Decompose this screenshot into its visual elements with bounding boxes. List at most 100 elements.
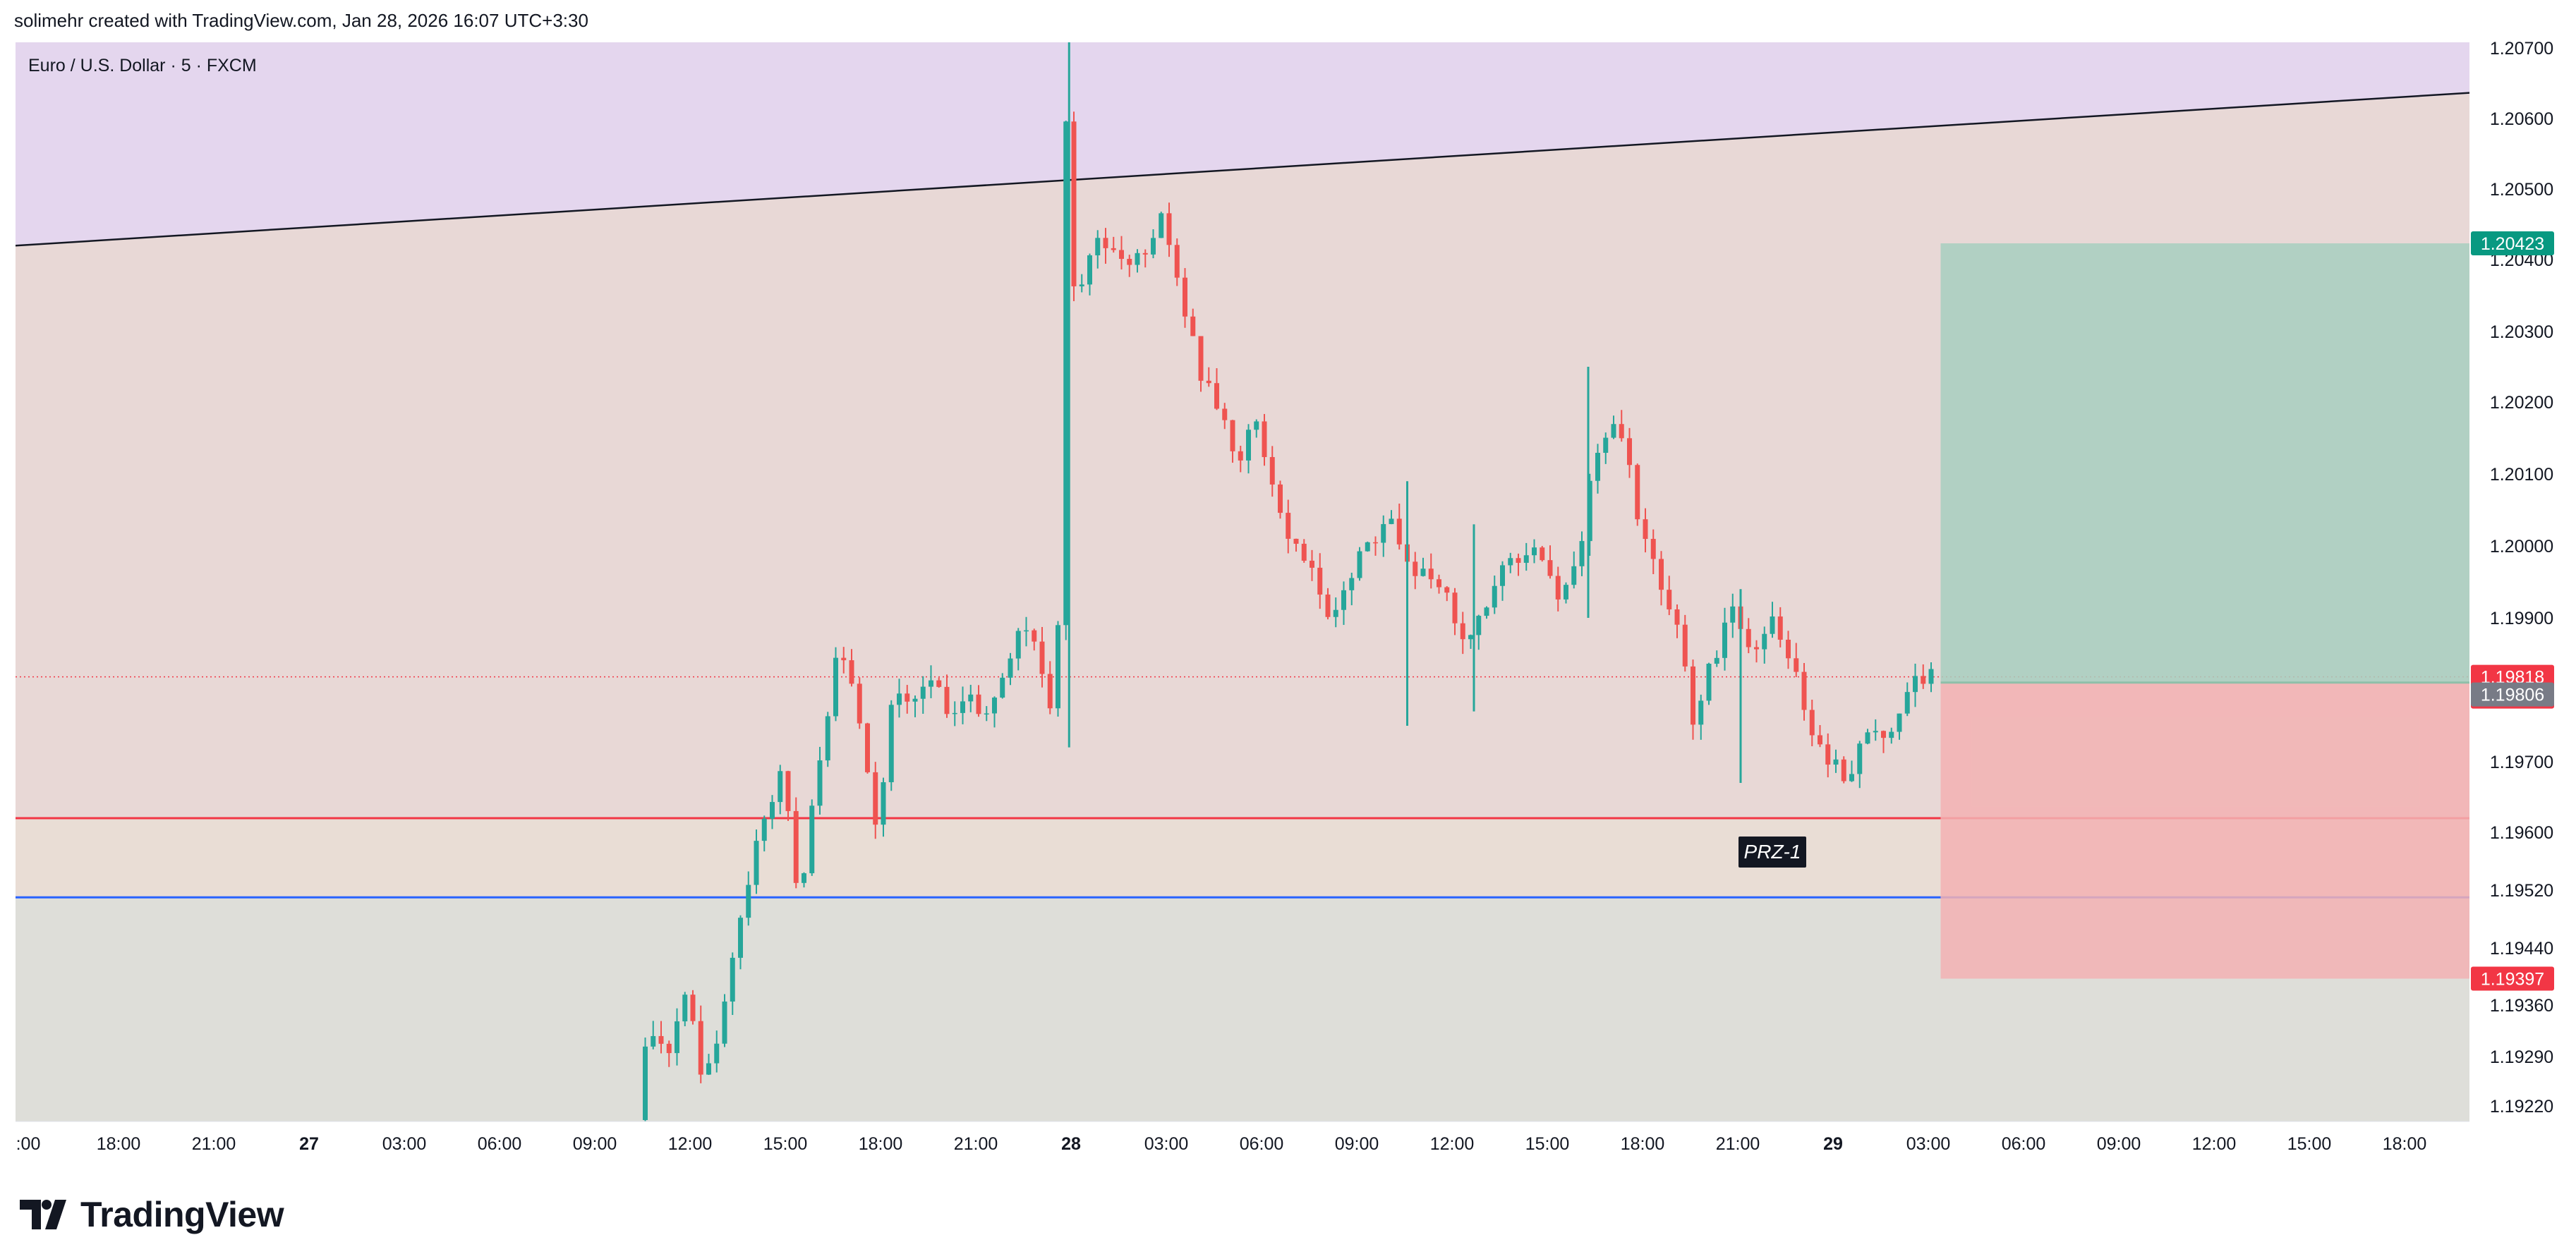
- candle-body: [1833, 759, 1839, 765]
- candle: [1357, 547, 1362, 581]
- candle: [1794, 643, 1799, 678]
- candle-body: [1603, 437, 1609, 454]
- candle: [1841, 756, 1846, 784]
- candle: [1238, 445, 1243, 473]
- y-axis-tick-label: 1.20100: [2490, 465, 2553, 485]
- trend-line-1[interactable]: [0, 41, 2576, 381]
- candle-body: [897, 693, 902, 705]
- candle-body: [1547, 560, 1553, 576]
- candle-body: [1730, 606, 1736, 623]
- candle-body: [1317, 567, 1323, 595]
- candle-body: [1135, 253, 1140, 265]
- x-axis-tick-label: 15:00: [2287, 1134, 2332, 1154]
- candle: [1047, 661, 1053, 714]
- candle-body: [1818, 735, 1822, 745]
- candle: [1063, 120, 1069, 640]
- candle: [1564, 582, 1568, 604]
- candle: [1269, 446, 1275, 497]
- candle: [1627, 427, 1632, 478]
- candle-body: [888, 705, 894, 783]
- candle-body: [992, 698, 997, 714]
- candle-body: [1310, 560, 1314, 568]
- candle: [1095, 230, 1101, 269]
- candle-body: [968, 694, 974, 702]
- y-axis-tick-label: 1.19600: [2490, 823, 2553, 843]
- candle-body: [1325, 594, 1331, 617]
- candle-body: [841, 657, 847, 661]
- candle: [1349, 572, 1355, 606]
- candle-body: [1643, 519, 1648, 540]
- candle: [1286, 499, 1291, 554]
- candle-body: [706, 1063, 711, 1075]
- candle: [1698, 694, 1704, 740]
- candle: [1516, 553, 1521, 576]
- candle: [1127, 255, 1132, 277]
- candle-body: [1428, 568, 1434, 580]
- candle: [1928, 662, 1934, 693]
- x-axis-tick-label: 09:00: [2097, 1134, 2141, 1154]
- candle-body: [1238, 451, 1243, 461]
- candle-body: [1349, 578, 1355, 590]
- candle: [1198, 336, 1204, 392]
- candle-body: [1000, 677, 1005, 698]
- candle-body: [1722, 622, 1727, 658]
- candle-body: [1008, 658, 1013, 678]
- candle: [1786, 631, 1791, 669]
- candle: [1667, 576, 1672, 616]
- candle: [802, 872, 806, 888]
- candle-body: [1691, 666, 1695, 725]
- candle: [1389, 510, 1394, 525]
- candle: [793, 797, 799, 889]
- candle: [1691, 659, 1695, 740]
- candle-body: [1246, 430, 1251, 461]
- candle: [1706, 662, 1712, 705]
- candle-body: [912, 698, 918, 702]
- candle-body: [1674, 609, 1680, 625]
- candle: [1809, 700, 1815, 746]
- candle-body: [1532, 547, 1537, 556]
- candle-body: [770, 802, 775, 819]
- candle-body: [1516, 558, 1521, 563]
- candle: [1865, 729, 1870, 745]
- candle: [825, 712, 830, 767]
- candle: [1619, 410, 1624, 442]
- candle: [1151, 229, 1156, 259]
- candle: [1222, 403, 1228, 430]
- candle-body: [1540, 547, 1545, 561]
- candle-body: [1262, 421, 1267, 458]
- candle: [1659, 551, 1664, 606]
- y-axis-tick-label: 1.20600: [2490, 109, 2553, 129]
- position-stop-zone[interactable]: [1940, 682, 2576, 979]
- y-axis-tick-label: 1.19360: [2490, 996, 2553, 1016]
- candle-body: [1111, 248, 1116, 250]
- candle: [1000, 673, 1005, 699]
- candle-body: [1468, 635, 1473, 640]
- stop-price-badge: 1.19397: [2481, 970, 2544, 990]
- candle-body: [1079, 284, 1084, 286]
- candle: [865, 722, 870, 774]
- candle-body: [1183, 277, 1187, 317]
- x-axis-tick-label: 21:00: [192, 1134, 236, 1154]
- candle-body: [1460, 623, 1465, 640]
- x-axis-tick-label: :00: [16, 1134, 41, 1154]
- candle: [809, 799, 815, 876]
- candle: [1603, 432, 1609, 464]
- prz-label[interactable]: PRZ-1: [1744, 841, 1801, 863]
- candle: [1849, 760, 1854, 782]
- candle-body: [1015, 631, 1021, 659]
- candle-body: [1825, 744, 1831, 765]
- candle: [1452, 588, 1458, 635]
- candle-body: [1587, 480, 1592, 542]
- candle-body: [1024, 630, 1029, 632]
- candle: [1087, 253, 1092, 296]
- candle-body: [1333, 609, 1338, 617]
- candle-body: [857, 683, 862, 724]
- candle-body: [881, 782, 886, 825]
- x-axis-tick-label: 12:00: [1430, 1134, 1475, 1154]
- candle-body: [1301, 543, 1307, 561]
- tradingview-logo[interactable]: TradingView: [20, 1193, 284, 1236]
- candle-body: [960, 701, 965, 713]
- position-target-zone[interactable]: [1940, 243, 2576, 683]
- x-axis-tick-label: 18:00: [97, 1134, 141, 1154]
